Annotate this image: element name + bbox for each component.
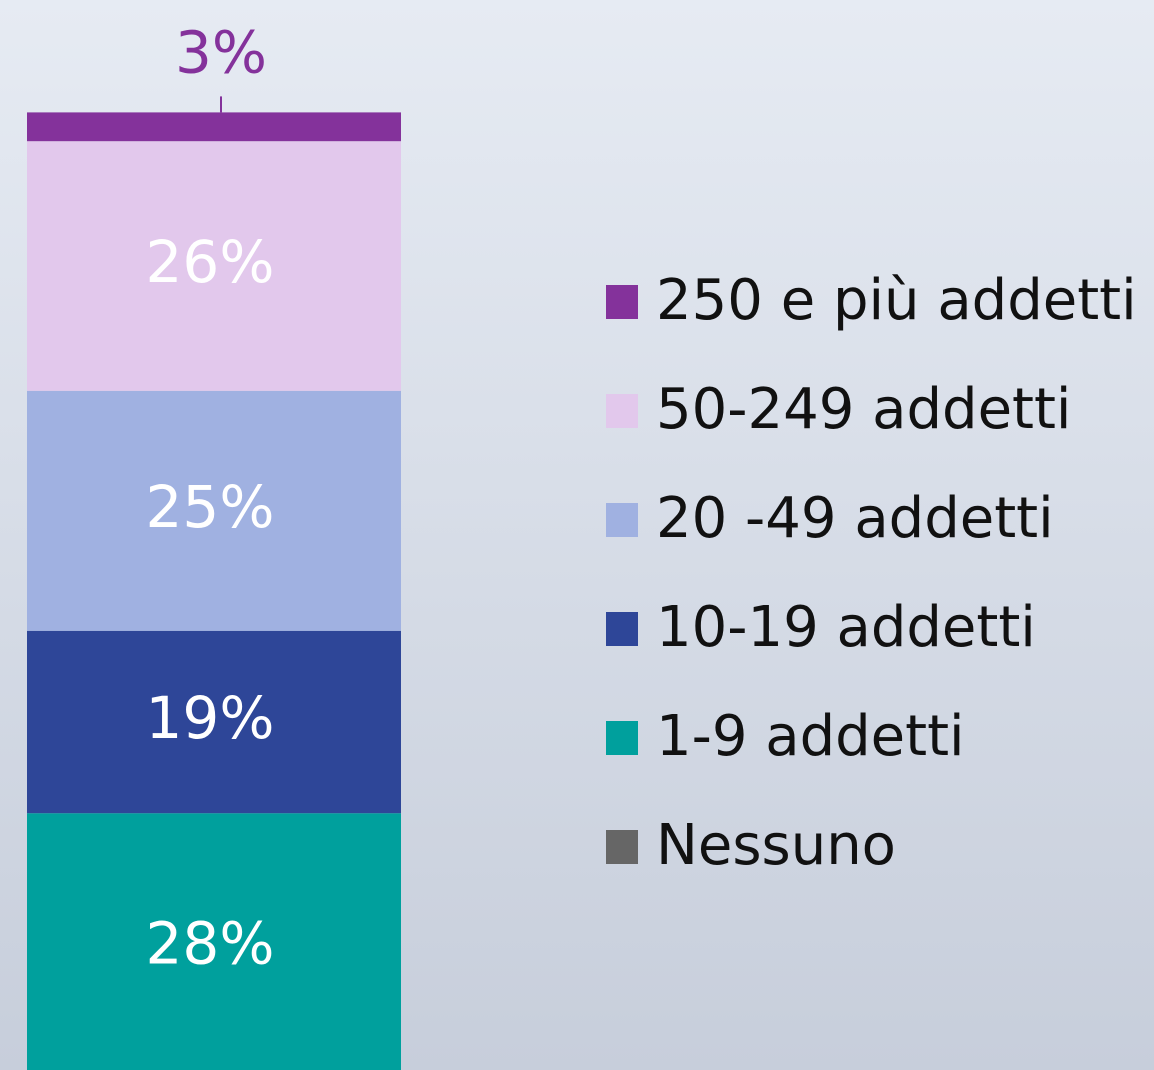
legend-label: 20 -49 addetti bbox=[656, 486, 1054, 551]
legend-swatch bbox=[606, 721, 638, 755]
data-label: 26% bbox=[146, 228, 275, 296]
legend-swatch bbox=[606, 285, 638, 319]
legend-label: 1-9 addetti bbox=[656, 704, 965, 769]
legend-swatch bbox=[606, 503, 638, 537]
data-label: 28% bbox=[146, 910, 275, 978]
bar-segment bbox=[27, 813, 401, 1070]
legend-swatch bbox=[606, 612, 638, 646]
bar-segment bbox=[27, 630, 401, 814]
legend-label: 10-19 addetti bbox=[656, 595, 1036, 660]
data-label: 19% bbox=[146, 684, 275, 752]
legend-swatch bbox=[606, 394, 638, 428]
legend-label: 50-249 addetti bbox=[656, 377, 1072, 442]
legend-label: Nessuno bbox=[656, 813, 896, 878]
data-label: 25% bbox=[146, 473, 275, 541]
bar-segment bbox=[27, 390, 401, 631]
bar-segment bbox=[27, 112, 401, 142]
data-label: 3% bbox=[175, 19, 267, 87]
bar-segment bbox=[27, 141, 401, 391]
legend-swatch bbox=[606, 830, 638, 864]
legend-label: 250 e più addetti bbox=[656, 268, 1137, 333]
